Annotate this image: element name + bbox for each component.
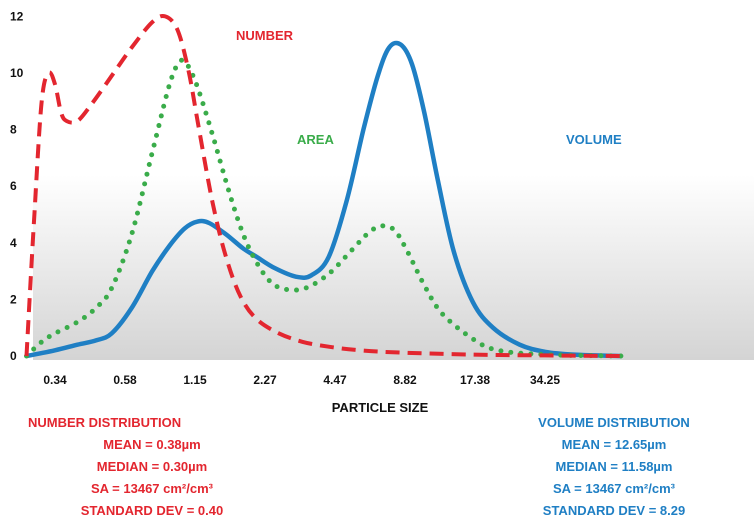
number-series-label: NUMBER bbox=[236, 28, 294, 43]
number-series-line bbox=[24, 13, 621, 358]
x-tick-label: 0.34 bbox=[43, 373, 67, 387]
y-tick-label: 10 bbox=[10, 66, 24, 80]
y-tick-label: 4 bbox=[10, 236, 17, 250]
x-tick-label: 0.58 bbox=[113, 373, 137, 387]
series-layer bbox=[24, 13, 624, 359]
x-tick-label: 4.47 bbox=[323, 373, 347, 387]
volume-series-label: VOLUME bbox=[566, 132, 622, 147]
area-series-label: AREA bbox=[297, 132, 334, 147]
volume-distribution-stats: VOLUME DISTRIBUTION MEAN = 12.65µm MEDIA… bbox=[494, 412, 734, 522]
number-stats-std-dev: STANDARD DEV = 0.40 bbox=[80, 503, 224, 518]
volume-series-line bbox=[24, 40, 624, 359]
volume-stats-title: VOLUME DISTRIBUTION bbox=[538, 415, 690, 430]
x-tick-label: 1.15 bbox=[183, 373, 207, 387]
x-axis: 0.34 0.58 1.15 2.27 4.47 8.82 17.38 34.25 bbox=[43, 373, 560, 387]
series-labels: NUMBER AREA VOLUME bbox=[236, 28, 622, 147]
y-tick-label: 6 bbox=[10, 179, 17, 193]
y-axis: 0 2 4 6 8 10 12 bbox=[10, 9, 24, 363]
y-tick-label: 2 bbox=[10, 292, 17, 306]
volume-stats-median: MEDIAN = 11.58µm bbox=[555, 459, 673, 474]
number-stats-mean: MEAN = 0.38µm bbox=[103, 437, 201, 452]
y-tick-label: 12 bbox=[10, 9, 24, 23]
number-distribution-stats: NUMBER DISTRIBUTION MEAN = 0.38µm MEDIAN… bbox=[28, 412, 272, 522]
x-tick-label: 17.38 bbox=[460, 373, 490, 387]
volume-stats-mean: MEAN = 12.65µm bbox=[561, 437, 667, 452]
y-tick-label: 0 bbox=[10, 349, 17, 363]
area-series-line bbox=[24, 57, 624, 359]
number-stats-sa: SA = 13467 cm²/cm³ bbox=[90, 481, 213, 496]
volume-stats-sa: SA = 13467 cm²/cm³ bbox=[552, 481, 675, 496]
x-tick-label: 34.25 bbox=[530, 373, 560, 387]
number-stats-median: MEDIAN = 0.30µm bbox=[96, 459, 208, 474]
x-tick-label: 2.27 bbox=[253, 373, 277, 387]
volume-stats-std-dev: STANDARD DEV = 8.29 bbox=[542, 503, 686, 518]
y-tick-label: 8 bbox=[10, 123, 17, 137]
x-axis-label: PARTICLE SIZE bbox=[332, 400, 429, 415]
number-stats-title: NUMBER DISTRIBUTION bbox=[28, 415, 182, 430]
x-tick-label: 8.82 bbox=[393, 373, 417, 387]
